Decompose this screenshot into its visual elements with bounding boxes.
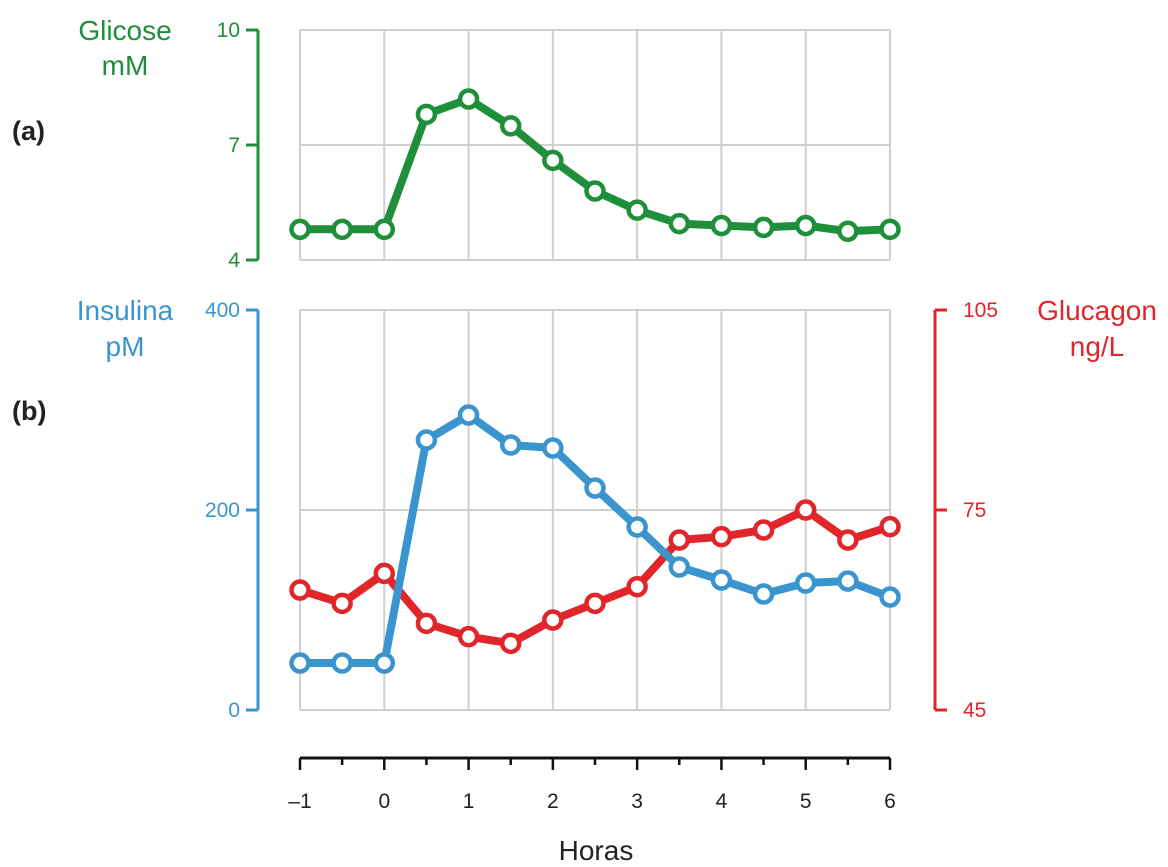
insulin-tick-label: 200 (205, 499, 240, 522)
x-axis-title: Horas (559, 835, 634, 866)
panel-a-label: (a) (12, 116, 45, 146)
panel-b-label: (b) (12, 396, 46, 426)
glucose-data-point (457, 88, 480, 110)
glucagon-tick-label: 75 (963, 499, 986, 522)
insulin-data-point (499, 434, 522, 456)
insulin-axis-title-line2: pM (106, 331, 145, 362)
x-tick-label: 6 (884, 790, 896, 813)
glucose-data-point (879, 218, 901, 241)
insulin-data-point (879, 586, 901, 608)
glucose-tick-label: 10 (217, 19, 240, 42)
glucose-series-line (296, 95, 894, 236)
glucose-data-point (668, 212, 691, 235)
glucose-data-point (331, 218, 353, 241)
glucose-data-point (584, 180, 606, 202)
glucose-data-point (837, 220, 859, 242)
x-tick-label: 0 (378, 790, 390, 813)
x-tick-label: 1 (463, 790, 475, 813)
glucose-data-point (752, 216, 775, 239)
insulin-data-point (710, 569, 733, 591)
glucagon-data-point (710, 525, 733, 548)
insulin-axis-title-line1: Insulina (77, 295, 174, 326)
glucose-data-point (710, 214, 733, 237)
glucagon-data-point (794, 499, 817, 521)
glucose-data-point (373, 218, 396, 241)
glucose-data-point (626, 199, 648, 221)
glucose-axis-title-line2: mM (102, 50, 149, 81)
insulin-data-point (626, 516, 648, 538)
insulin-data-point (794, 572, 817, 594)
glucose-axis-title-line1: Glicose (78, 15, 171, 46)
insulin-data-point (668, 556, 691, 578)
glucagon-tick-label: 105 (963, 299, 998, 322)
glucagon-axis-title-line1: Glucagon (1037, 295, 1157, 326)
glucagon-data-point (331, 592, 353, 615)
insulin-data-point (289, 652, 311, 674)
glucose-data-point (794, 214, 817, 237)
insulin-data-point (752, 583, 775, 605)
x-tick-label: 5 (800, 790, 812, 813)
series-points-layer (289, 88, 901, 674)
glucose-tick-label: 7 (228, 134, 240, 157)
glucagon-data-point (457, 625, 480, 648)
x-tick-label: 3 (631, 790, 643, 813)
glucagon-data-point (373, 562, 396, 585)
glucagon-data-point (584, 592, 606, 615)
insulin-data-point (415, 429, 438, 451)
insulin-series-line (296, 411, 894, 667)
glucagon-data-point (752, 519, 775, 541)
glucose-data-point (289, 218, 311, 241)
x-tick-label: 2 (547, 790, 559, 813)
glucose-data-point (499, 115, 522, 137)
glucagon-data-point (415, 612, 438, 635)
glucose-data-point (415, 103, 438, 126)
insulin-data-point (542, 437, 564, 459)
insulin-data-point (373, 652, 396, 674)
glucose-data-point (542, 149, 564, 172)
insulin-data-point (837, 570, 859, 592)
x-tick-label: –1 (288, 790, 311, 813)
glucagon-axis-title-line2: ng/L (1070, 331, 1125, 362)
insulin-data-point (457, 404, 480, 426)
glucagon-data-point (879, 515, 901, 538)
glucagon-data-point (499, 632, 522, 655)
insulin-tick-label: 400 (205, 299, 240, 322)
glucagon-data-point (626, 575, 648, 598)
x-tick-label: 4 (716, 790, 728, 813)
insulin-data-point (331, 652, 353, 674)
insulin-data-point (584, 477, 606, 499)
insulin-tick-label: 0 (228, 699, 240, 722)
glucagon-data-point (668, 529, 691, 551)
glucagon-data-point (837, 529, 859, 551)
glucagon-data-point (542, 609, 564, 631)
glucagon-data-point (289, 579, 311, 601)
glucose-tick-label: 4 (228, 249, 240, 272)
glucagon-tick-label: 45 (963, 699, 986, 722)
